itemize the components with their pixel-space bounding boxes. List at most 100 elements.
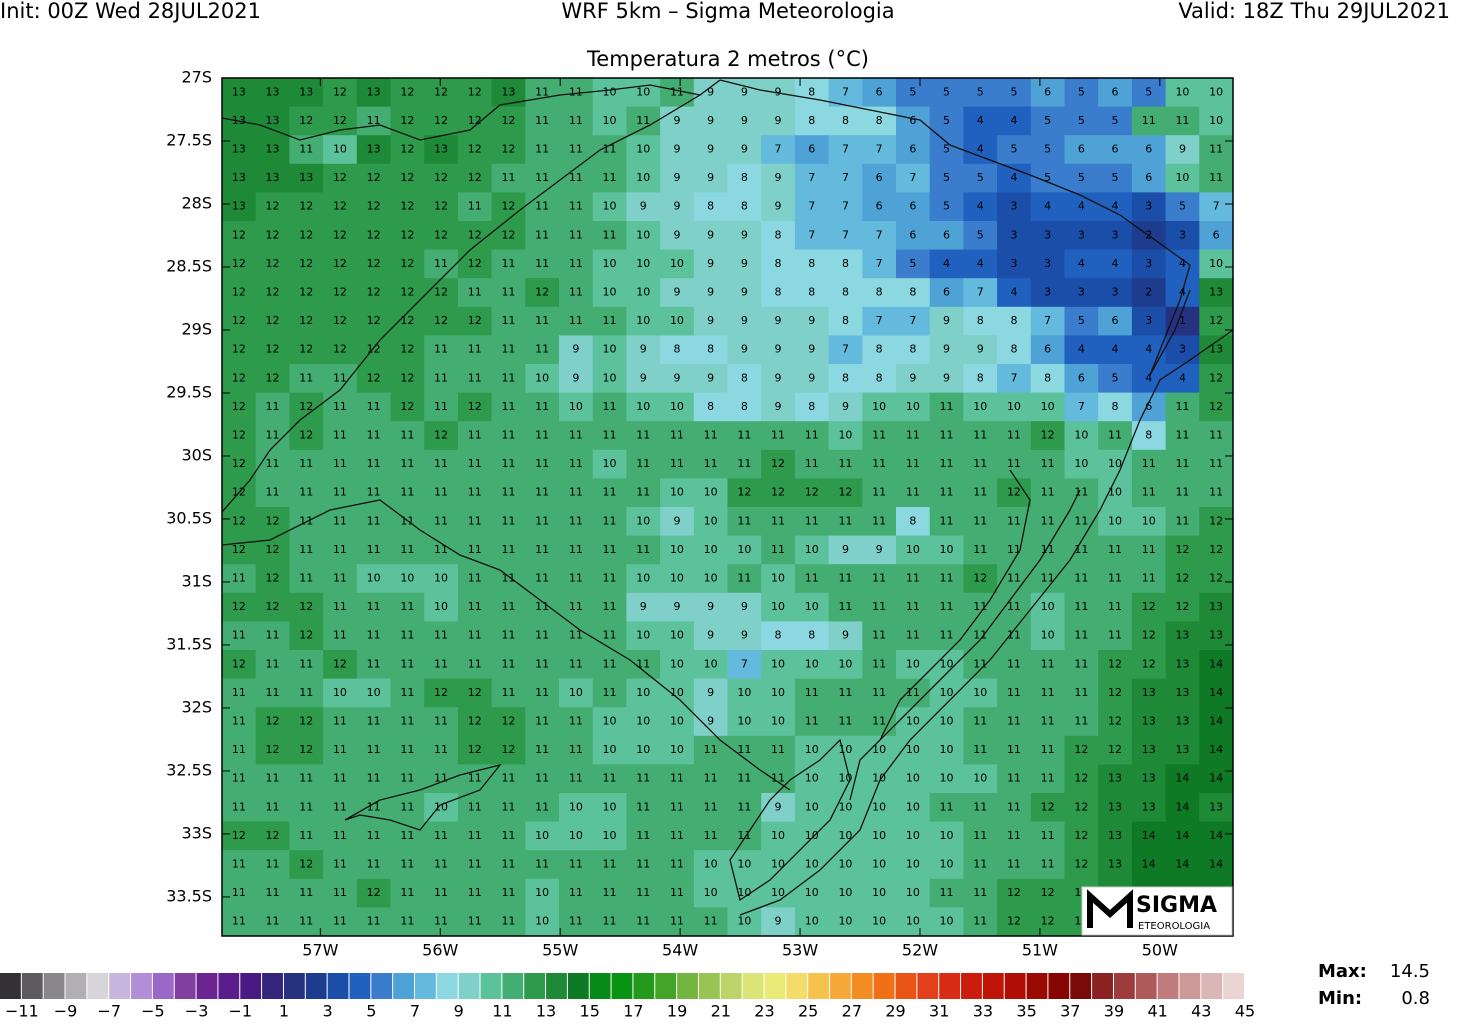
temp-label: 10 xyxy=(603,114,617,127)
colorbar-swatch xyxy=(371,973,393,999)
temp-cell xyxy=(963,449,998,479)
colorbar-label: 41 xyxy=(1147,1002,1167,1021)
temp-label: 9 xyxy=(741,257,748,270)
temp-cell xyxy=(255,192,290,222)
temp-label: 13 xyxy=(232,143,246,156)
temp-label: 11 xyxy=(367,429,381,442)
temp-cell xyxy=(862,850,897,880)
temp-label: 11 xyxy=(771,429,785,442)
temp-label: 3 xyxy=(1010,200,1017,213)
temp-cell xyxy=(457,707,493,737)
temp-label: 12 xyxy=(1142,600,1156,613)
temp-label: 8 xyxy=(707,400,714,413)
temp-label: 11 xyxy=(603,629,617,642)
temp-label: 11 xyxy=(973,715,987,728)
temp-cell xyxy=(794,221,830,251)
temp-label: 11 xyxy=(266,429,280,442)
temp-label: 12 xyxy=(266,543,280,556)
y-tick-label: 27S xyxy=(181,68,212,87)
temp-cell xyxy=(323,78,358,108)
temp-label: 11 xyxy=(468,371,482,384)
temp-label: 11 xyxy=(1007,772,1021,785)
temp-label: 12 xyxy=(400,200,414,213)
temp-label: 11 xyxy=(232,629,246,642)
temp-cell xyxy=(693,306,728,336)
temp-cell xyxy=(997,135,1032,165)
temp-cell xyxy=(761,764,796,794)
temp-cell xyxy=(963,621,998,651)
temp-label: 11 xyxy=(535,457,549,470)
temp-cell xyxy=(255,306,290,336)
temp-cell xyxy=(727,592,762,622)
colorbar-label: 17 xyxy=(623,1002,643,1021)
temp-label: 7 xyxy=(1044,314,1051,327)
temp-label: 10 xyxy=(603,371,617,384)
temp-cell xyxy=(525,449,560,479)
temp-cell xyxy=(660,907,695,937)
temp-label: 10 xyxy=(940,915,954,928)
temp-label: 11 xyxy=(367,400,381,413)
temp-label: 10 xyxy=(704,886,718,899)
temp-cell xyxy=(896,678,931,708)
temp-cell xyxy=(390,735,425,765)
temp-cell xyxy=(1064,621,1099,651)
temp-label: 11 xyxy=(636,858,650,871)
temp-label: 10 xyxy=(805,657,819,670)
temp-label: 12 xyxy=(232,429,246,442)
temp-cell xyxy=(1199,278,1234,308)
temp-label: 10 xyxy=(973,400,987,413)
temp-cell xyxy=(559,764,594,794)
temp-label: 11 xyxy=(400,657,414,670)
temp-cell xyxy=(997,735,1032,765)
temp-label: 6 xyxy=(1112,143,1119,156)
temp-cell xyxy=(1199,650,1234,680)
temp-cell xyxy=(929,392,964,422)
colorbar-swatch xyxy=(1048,973,1070,999)
temp-cell xyxy=(1098,106,1133,136)
temp-label: 12 xyxy=(468,743,482,756)
temp-label: 13 xyxy=(1142,800,1156,813)
temp-cell xyxy=(592,821,627,851)
temp-cell xyxy=(1064,335,1099,365)
temp-label: 11 xyxy=(434,371,448,384)
temp-label: 12 xyxy=(434,686,448,699)
temp-cell xyxy=(963,793,998,823)
temp-cell xyxy=(356,278,391,308)
border xyxy=(719,79,1191,266)
temp-label: 8 xyxy=(741,371,748,384)
temp-label: 11 xyxy=(501,486,515,499)
temp-cell xyxy=(1064,850,1099,880)
temp-label: 10 xyxy=(434,572,448,585)
temp-cell xyxy=(1199,478,1234,508)
temp-cell xyxy=(1098,78,1133,108)
temp-label: 10 xyxy=(906,886,920,899)
temp-cell xyxy=(559,278,594,308)
temp-cell xyxy=(1064,449,1099,479)
temp-cell xyxy=(626,735,661,765)
temp-cell xyxy=(356,306,391,336)
temp-label: 11 xyxy=(1108,600,1122,613)
colorbar-swatch xyxy=(742,973,764,999)
temp-cell xyxy=(424,421,459,451)
temp-cell xyxy=(289,364,324,394)
temp-cell xyxy=(1165,564,1200,594)
temp-cell xyxy=(862,507,897,537)
temp-label: 11 xyxy=(367,715,381,728)
temp-label: 11 xyxy=(333,600,347,613)
temp-label: 3 xyxy=(1145,314,1152,327)
temp-cell xyxy=(222,850,257,880)
temp-cell xyxy=(997,878,1032,908)
temp-label: 11 xyxy=(670,915,684,928)
temp-cell xyxy=(997,907,1032,937)
temp-cell xyxy=(794,192,830,222)
colorbar-swatch xyxy=(0,973,21,999)
temp-cell xyxy=(356,678,391,708)
temp-label: 11 xyxy=(468,572,482,585)
colorbar-swatch xyxy=(415,973,436,999)
temp-cell xyxy=(1098,707,1133,737)
temp-label: 10 xyxy=(940,829,954,842)
temp-cell xyxy=(1165,707,1200,737)
temp-label: 7 xyxy=(842,171,849,184)
temp-label: 11 xyxy=(872,686,886,699)
temp-label: 10 xyxy=(535,915,549,928)
